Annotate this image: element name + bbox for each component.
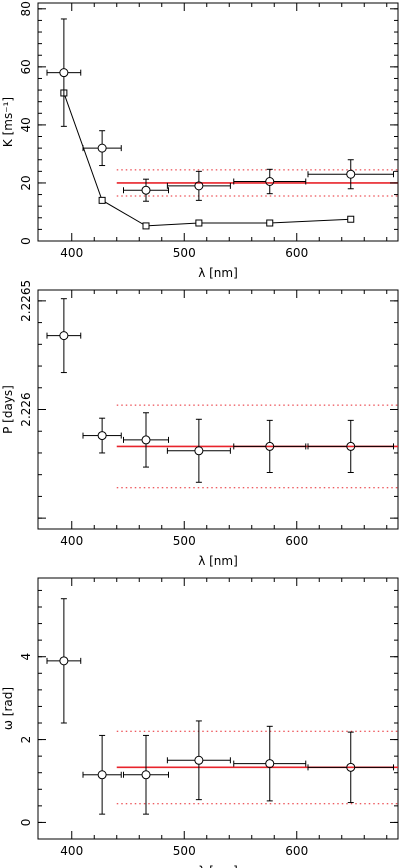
data-point xyxy=(97,770,107,780)
data-point xyxy=(59,656,69,666)
y-tick-label: 20 xyxy=(19,175,33,190)
x-axis-label: λ [nm] xyxy=(198,554,238,568)
x-tick-label: 500 xyxy=(173,246,196,260)
panel-3: 400 500 600 0 2 4 λ [nm] ω [rad] xyxy=(1,577,399,868)
data-point xyxy=(265,759,275,769)
data-point xyxy=(346,762,356,772)
x-axis-label: λ [nm] xyxy=(198,864,238,868)
data-point xyxy=(265,177,275,186)
model-point xyxy=(266,219,274,227)
data-point xyxy=(265,441,275,451)
data-point xyxy=(59,68,69,78)
y-tick-label: 60 xyxy=(19,59,33,74)
panel-2: 400 500 600 2.226 2.2265 λ [nm] P [days] xyxy=(1,280,399,568)
model-curve xyxy=(63,92,351,227)
x-tick-label: 500 xyxy=(173,534,196,548)
x-tick-label: 600 xyxy=(285,534,308,548)
y-tick-label: 0 xyxy=(19,237,33,245)
panel-1: 400 500 600 0 20 40 60 80 λ [nm] K [ms⁻¹] xyxy=(1,1,399,280)
y-tick-label: 0 xyxy=(19,819,33,827)
data-point xyxy=(141,770,151,780)
data-point xyxy=(97,431,107,441)
x-tick-label: 600 xyxy=(285,844,308,858)
x-axis-label: λ [nm] xyxy=(198,266,238,280)
data-point xyxy=(194,181,204,191)
y-tick-label: 2.226 xyxy=(19,392,33,426)
model-point xyxy=(195,219,203,227)
y-tick-label: 80 xyxy=(19,1,33,16)
y-tick-label: 40 xyxy=(19,117,33,132)
y-axis-label: P [days] xyxy=(1,385,15,434)
model-point xyxy=(98,196,106,204)
data-point xyxy=(59,331,69,341)
plot-frame xyxy=(37,2,399,242)
plot-frame xyxy=(37,289,399,530)
y-tick-label: 4 xyxy=(19,653,33,661)
data-point xyxy=(141,185,151,195)
x-tick-label: 400 xyxy=(60,246,83,260)
plot-frame xyxy=(37,577,399,840)
model-point xyxy=(142,222,150,230)
data-point xyxy=(97,143,107,153)
y-tick-label: 2.2265 xyxy=(19,280,33,322)
data-point xyxy=(346,441,356,451)
x-tick-label: 600 xyxy=(285,246,308,260)
x-tick-label: 400 xyxy=(60,844,83,858)
x-tick-label: 400 xyxy=(60,534,83,548)
y-axis-label: K [ms⁻¹] xyxy=(1,97,15,147)
data-point xyxy=(141,435,151,445)
x-tick-label: 500 xyxy=(173,844,196,858)
y-axis-label: ω [rad] xyxy=(1,687,15,730)
data-point xyxy=(194,755,204,765)
y-tick-label: 2 xyxy=(19,736,33,744)
data-point xyxy=(194,446,204,456)
data-point xyxy=(346,169,356,179)
model-point xyxy=(347,215,355,223)
